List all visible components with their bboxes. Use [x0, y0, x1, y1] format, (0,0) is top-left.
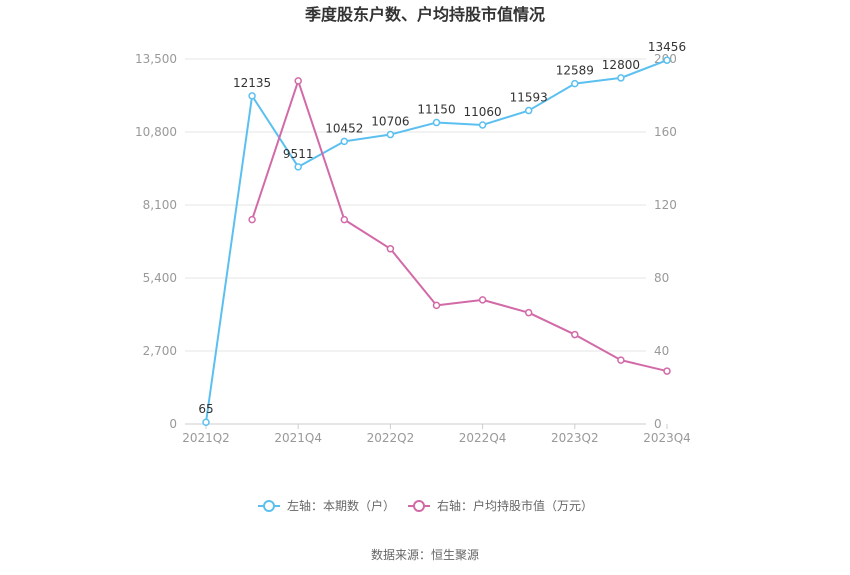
x-axis-tick-label: 2023Q4	[643, 431, 691, 445]
source-note: 数据来源：恒生聚源	[371, 547, 479, 562]
holders-point	[386, 130, 395, 139]
right-axis-tick-label: 160	[654, 125, 677, 139]
avg-value-point	[478, 296, 487, 304]
left-axis-tick-label: 2,700	[143, 344, 177, 358]
left-axis-tick-label: 8,100	[143, 198, 177, 212]
x-axis-tick-label: 2021Q4	[274, 431, 322, 445]
holders-point	[571, 79, 579, 88]
x-axis-tick-label: 2023Q2	[551, 431, 599, 445]
legend-item-avg-value[interactable]: 右轴：户均持股市值（万元）	[408, 498, 593, 513]
holders-point	[248, 92, 256, 100]
avg-value-point	[294, 77, 302, 85]
holders-data-label: 65	[198, 402, 213, 416]
holders-point	[663, 56, 671, 64]
holders-point	[340, 137, 349, 146]
holders-data-label: 11060	[464, 105, 502, 119]
right-axis-tick-label: 0	[654, 417, 662, 431]
avg-value-point	[617, 356, 625, 364]
avg-value-point	[571, 330, 579, 339]
left-axis-tick-label: 0	[169, 417, 177, 431]
avg-value-point	[663, 367, 671, 375]
legend-label: 右轴：户均持股市值（万元）	[437, 498, 593, 513]
series-layer: 65 12135 9511 10452 10706 11150 11060 11593 1258…	[198, 40, 686, 426]
holders-point	[432, 118, 441, 127]
x-axis-tick-label: 2022Q2	[367, 431, 415, 445]
left-axis-tick-label: 10,800	[135, 125, 177, 139]
holders-point	[524, 106, 533, 115]
holders-data-label: 10706	[371, 115, 409, 129]
holders-point	[478, 121, 487, 129]
holders-data-label: 11150	[417, 103, 455, 117]
right-axis-tick-label: 40	[654, 344, 669, 358]
holders-data-label: 12135	[233, 76, 271, 90]
holders-point	[202, 418, 210, 426]
left-axis-tick-label: 13,500	[135, 52, 177, 66]
holders-point	[617, 74, 625, 82]
legend-label: 左轴：本期数（户）	[287, 498, 395, 513]
chart-title: 季度股东户数、户均持股市值情况	[304, 5, 545, 24]
avg-value-point	[432, 301, 441, 310]
holders-data-label: 12589	[556, 64, 594, 78]
holders-point	[294, 163, 302, 171]
left-axis-tick-label: 5,400	[143, 271, 177, 285]
x-axis-tick-label: 2021Q2	[182, 431, 230, 445]
holders-data-label: 12800	[602, 58, 640, 72]
avg-value-point	[340, 215, 349, 224]
axes: 0 2,700 5,400 8,100 10,800 13,500 0 40 80 120 160 2…	[135, 52, 691, 445]
right-axis-tick-label: 80	[654, 271, 669, 285]
series-line-avg-value	[251, 79, 668, 373]
holders-data-label: 13456	[648, 40, 686, 54]
holders-data-label: 11593	[510, 91, 548, 105]
x-axis-tick-label: 2022Q4	[459, 431, 507, 445]
avg-value-point	[248, 215, 256, 224]
holders-data-label: 9511	[283, 147, 314, 161]
avg-value-point	[386, 245, 395, 253]
legend-marker-icon	[263, 500, 275, 512]
holders-data-label: 10452	[325, 121, 363, 135]
grid	[185, 58, 646, 352]
legend[interactable]: 左轴：本期数（户） 右轴：户均持股市值（万元）	[258, 498, 593, 513]
right-axis-tick-label: 120	[654, 198, 677, 212]
avg-value-point	[524, 308, 533, 317]
legend-marker-icon	[413, 500, 425, 512]
legend-item-holders[interactable]: 左轴：本期数（户）	[258, 498, 395, 513]
